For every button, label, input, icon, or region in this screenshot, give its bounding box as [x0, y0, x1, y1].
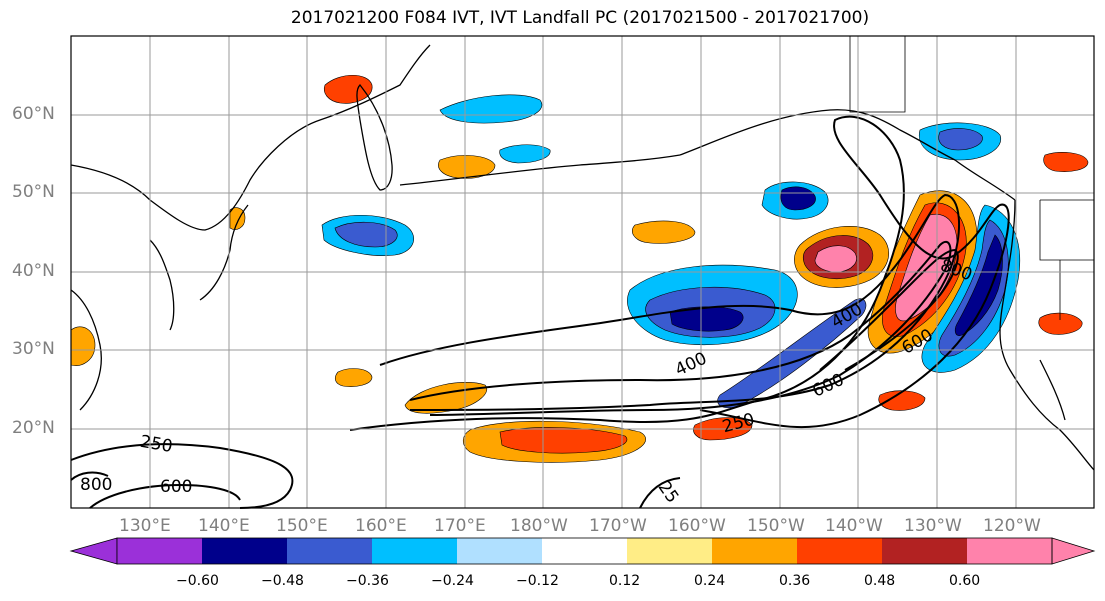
colorbar-bin	[627, 538, 712, 564]
colorbar-tick-label: −0.60	[176, 573, 219, 589]
positive-anomaly-7	[1038, 312, 1083, 335]
negative-anomaly-coast-peak	[954, 234, 1003, 336]
positive-anomaly-3	[323, 74, 373, 104]
contour-label: 800	[80, 475, 112, 495]
lon-label: 170°W	[589, 516, 647, 536]
lon-label: 140°W	[825, 516, 883, 536]
contour-sw-250	[70, 443, 294, 509]
colorbar-tick-label: 0.36	[779, 573, 811, 589]
ivt-contours	[70, 115, 1010, 509]
negative-anomaly-bits-2	[499, 144, 551, 164]
positive-anomaly-1	[631, 220, 696, 244]
colorbar-tick-label: 0.24	[694, 573, 726, 589]
gridlines	[71, 36, 1094, 508]
contour-600	[409, 240, 952, 416]
japan	[199, 204, 249, 301]
colorbar-bin	[882, 538, 967, 564]
lon-label: 150°E	[276, 516, 328, 536]
colorbar-bin	[542, 538, 627, 564]
positive-anomaly-4	[1043, 152, 1089, 172]
contour-sw-800	[70, 471, 109, 481]
positive-anomaly-west-peak	[814, 245, 857, 273]
colorbar	[69, 537, 1096, 565]
lon-label: 170°E	[434, 516, 486, 536]
negative-anomaly-alaska-core	[938, 128, 983, 151]
colorbar-outline	[116, 537, 1053, 565]
alaska-coast	[679, 109, 1016, 201]
lat-label: 30°N	[12, 339, 55, 359]
korea-coast	[149, 239, 175, 331]
colorbar-tick-label: 0.60	[949, 573, 981, 589]
lat-label: 20°N	[12, 418, 55, 438]
colorbar-min-extension	[69, 537, 118, 565]
aleutians	[399, 154, 681, 186]
contour-sw-600	[89, 483, 241, 509]
lat-label: 40°N	[12, 261, 55, 281]
colorbar-bin	[457, 538, 542, 564]
lat-label: 50°N	[12, 182, 55, 202]
contour-800	[819, 248, 959, 371]
lon-label: 160°E	[355, 516, 407, 536]
colorbar-tick-label: −0.12	[516, 573, 559, 589]
colorbar-bin	[797, 538, 882, 564]
colorbar-bin	[202, 538, 287, 564]
positive-anomaly-5	[70, 326, 96, 366]
lon-label: 130°W	[904, 516, 962, 536]
colorbar-bin	[117, 538, 202, 564]
lon-label: 160°W	[668, 516, 726, 536]
negative-anomaly-nw-core	[334, 221, 398, 248]
colorbar-tick-label: −0.24	[431, 573, 474, 589]
lon-label: 130°E	[119, 516, 171, 536]
positive-anomaly-8	[229, 207, 246, 230]
contour-400	[379, 193, 961, 411]
colorbar-max-extension	[1051, 537, 1096, 565]
colorbar-bin	[712, 538, 797, 564]
alaska-canada-border	[849, 36, 906, 113]
colorbar-tick-label: −0.36	[346, 573, 389, 589]
contour-250	[349, 115, 1010, 431]
na-west-coast	[999, 199, 1095, 471]
colorbar-tick-label: 0.12	[609, 573, 641, 589]
positive-anomaly-6	[334, 368, 373, 387]
lon-label: 180°W	[510, 516, 568, 536]
baja	[1039, 359, 1066, 421]
map-frame	[70, 35, 1095, 509]
lon-label: 140°E	[198, 516, 250, 536]
contour-label: 600	[160, 477, 192, 497]
china-coast	[70, 289, 102, 411]
colorbar-bin	[287, 538, 372, 564]
lat-label: 60°N	[12, 104, 55, 124]
us-states	[1039, 200, 1094, 320]
contour-s-25	[639, 477, 681, 509]
colorbar-bin	[967, 538, 1052, 564]
lon-label: 120°W	[983, 516, 1041, 536]
colorbar-tick-label: −0.48	[261, 573, 304, 589]
colorbar-bin	[372, 538, 457, 564]
map-title: 2017021200 F084 IVT, IVT Landfall PC (20…	[290, 8, 870, 28]
colorbar-tick-label: 0.48	[864, 573, 896, 589]
positive-anomaly-tropics-1-core	[499, 427, 628, 454]
lon-label: 150°W	[747, 516, 805, 536]
